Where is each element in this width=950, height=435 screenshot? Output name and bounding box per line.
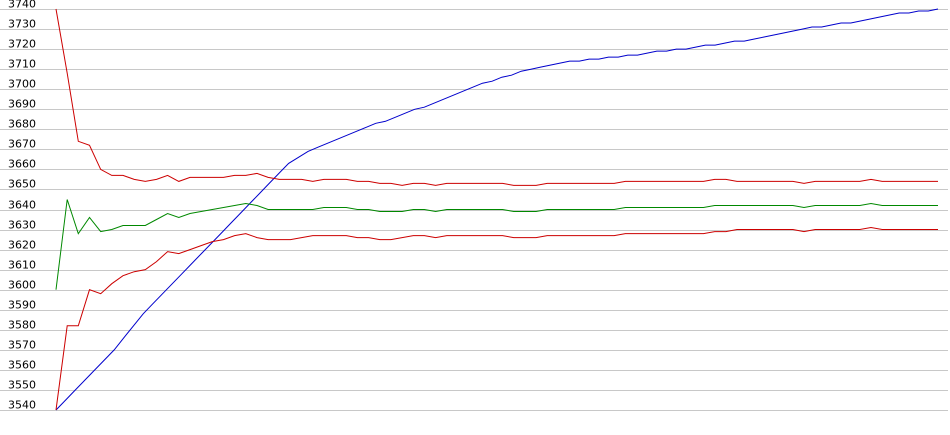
y-tick-label: 3560 (8, 359, 36, 372)
y-tick-label: 3650 (8, 178, 36, 191)
y-tick-label: 3670 (8, 138, 36, 151)
y-tick-label: 3550 (8, 379, 36, 392)
y-tick-label: 3570 (8, 339, 36, 352)
series-line-2 (55, 8, 938, 186)
y-tick-label: 3730 (8, 18, 36, 31)
y-tick-label: 3710 (8, 58, 36, 71)
y-tick-label: 3690 (8, 98, 36, 111)
y-axis: 3740 3730 3720 3710 3700 3690 3680 3670 3660 3650… (8, 0, 36, 412)
y-tick-label: 3630 (8, 219, 36, 232)
y-tick-label: 3590 (8, 299, 36, 312)
y-tick-label: 3700 (8, 78, 36, 91)
y-tick-label: 3580 (8, 319, 36, 332)
series-line-1 (55, 8, 939, 411)
y-tick-label: 3610 (8, 259, 36, 272)
y-tick-label: 3640 (8, 199, 36, 212)
series-line-4 (55, 226, 938, 411)
series-line-3 (55, 199, 938, 290)
y-tick-label: 3600 (8, 279, 36, 292)
grid (0, 9, 948, 411)
y-tick-label: 3660 (8, 158, 36, 171)
series-lines (55, 8, 939, 411)
y-tick-label: 3740 (8, 0, 36, 11)
y-tick-label: 3720 (8, 38, 36, 51)
y-tick-label: 3680 (8, 118, 36, 131)
y-tick-label: 3540 (8, 399, 36, 412)
y-tick-label: 3620 (8, 239, 36, 252)
